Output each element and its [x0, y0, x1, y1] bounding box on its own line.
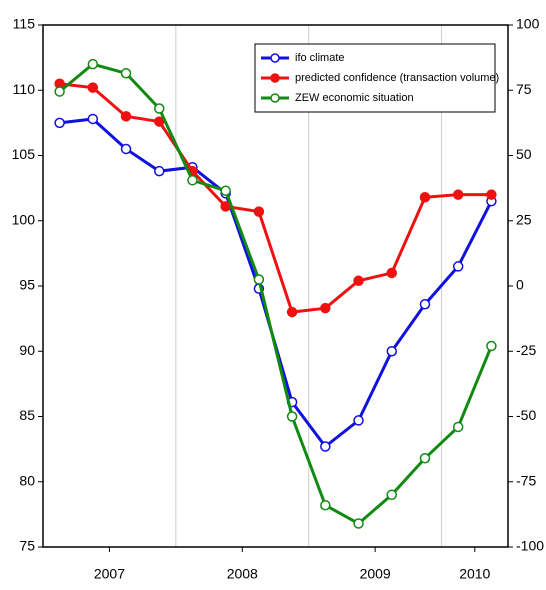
data-point	[320, 302, 331, 314]
x-tick-label: 2010	[459, 566, 490, 582]
data-point	[253, 274, 265, 285]
y-tick-label: 85	[19, 407, 35, 423]
y2-tick-label: 100	[516, 16, 540, 32]
data-point	[286, 411, 298, 422]
data-point	[486, 189, 497, 200]
y2-tick-label: 75	[516, 81, 532, 97]
data-point	[419, 299, 431, 310]
data-point	[486, 340, 497, 352]
x-tick-label: 2008	[227, 566, 258, 582]
legend: ifo climate predicted confidence (transac…	[254, 43, 499, 113]
data-point	[452, 189, 464, 200]
data-point	[386, 489, 397, 501]
data-point	[154, 165, 165, 177]
y-tick-label: 105	[12, 146, 36, 162]
data-point	[187, 175, 198, 186]
data-point	[419, 453, 431, 464]
y2-tick-label: -50	[516, 407, 536, 423]
data-point	[452, 421, 464, 433]
y2-tick-label: -25	[516, 342, 536, 358]
legend-marker	[270, 93, 280, 103]
series-line	[59, 117, 493, 449]
data-point	[253, 206, 265, 217]
data-point	[320, 441, 331, 452]
data-point	[386, 346, 397, 357]
y2-tick-label: 25	[516, 211, 532, 227]
data-point	[87, 82, 99, 93]
data-point	[353, 518, 364, 529]
y2-tick-label: -100	[516, 538, 544, 554]
legend-label: ifo climate	[295, 52, 345, 64]
data-point	[452, 261, 464, 272]
data-point	[120, 68, 132, 79]
data-point	[120, 111, 132, 122]
x-tick-label: 2009	[360, 566, 391, 582]
series-line	[58, 62, 493, 526]
legend-label: predicted confidence (transaction volume…	[295, 72, 499, 84]
data-point	[54, 117, 65, 129]
y2-tick-label: 0	[516, 277, 524, 293]
data-point	[54, 86, 65, 97]
data-point	[220, 185, 231, 196]
y-tick-label: 75	[19, 538, 35, 554]
data-point	[320, 499, 331, 511]
legend-label: ZEW economic situation	[295, 92, 414, 104]
data-point	[120, 143, 132, 155]
y-tick-label: 110	[13, 81, 36, 97]
data-point	[286, 306, 298, 318]
data-point	[87, 58, 99, 70]
y2-tick-label: -75	[516, 472, 536, 488]
legend-marker	[270, 53, 280, 63]
x-tick-label: 2007	[94, 566, 125, 582]
data-point	[386, 267, 397, 279]
data-point	[353, 275, 364, 287]
data-point	[87, 113, 99, 125]
data-point	[419, 192, 431, 203]
y-tick-label: 90	[19, 342, 35, 358]
y-tick-label: 115	[13, 16, 36, 32]
data-point	[154, 103, 165, 114]
legend-box	[254, 43, 496, 113]
y2-tick-label: 50	[516, 146, 532, 162]
legend-marker	[270, 73, 280, 83]
y-tick-label: 95	[19, 277, 35, 293]
data-point	[353, 415, 364, 426]
series-line	[59, 82, 492, 314]
y-tick-label: 80	[19, 472, 35, 488]
y-tick-label: 100	[12, 211, 36, 227]
